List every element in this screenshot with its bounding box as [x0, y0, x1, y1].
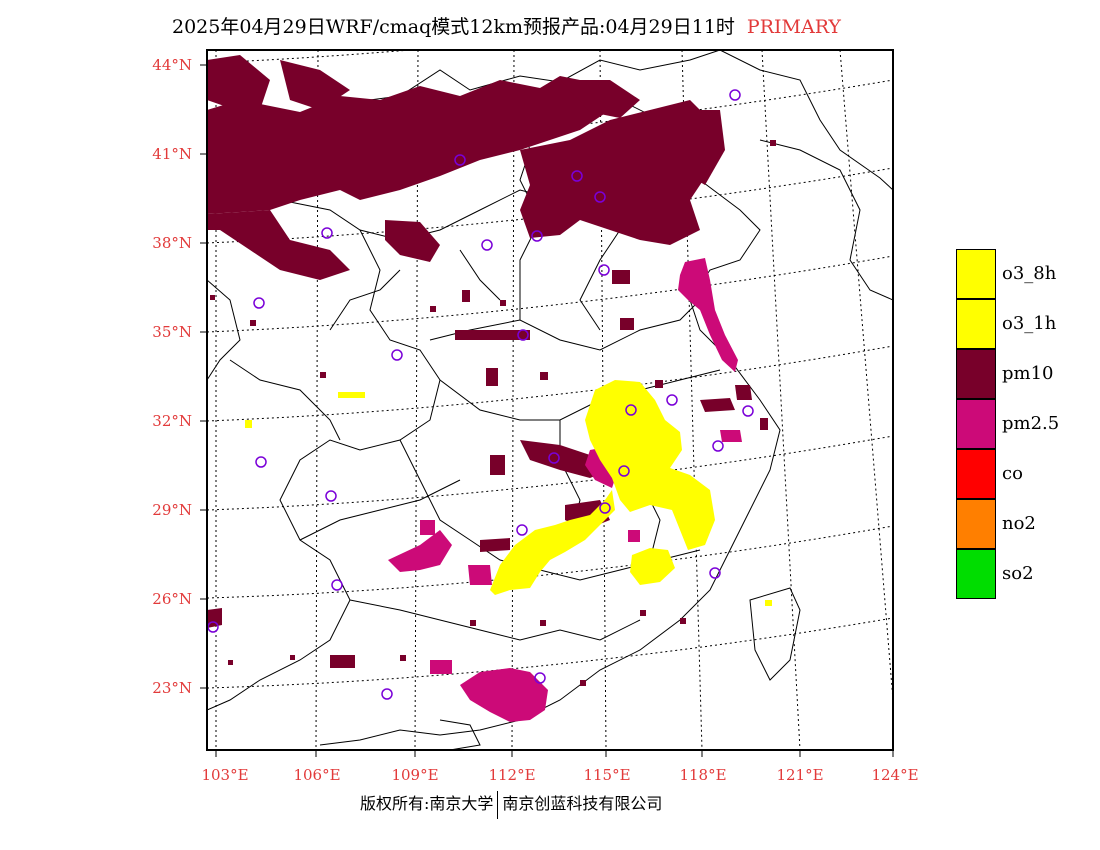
- o3-regions: [245, 380, 772, 606]
- legend-label: co: [1002, 463, 1023, 484]
- legend-item-pm10: pm10: [956, 349, 1100, 399]
- lon-label: 103°E: [201, 766, 249, 784]
- lat-label: 29°N: [152, 501, 192, 519]
- lon-label: 109°E: [391, 766, 439, 784]
- legend-label: no2: [1002, 513, 1036, 534]
- legend-item-co: co: [956, 449, 1100, 499]
- legend-item-o3-1h: o3_1h: [956, 299, 1100, 349]
- copyright-right: 南京创蓝科技有限公司: [502, 794, 663, 813]
- title-product: PRIMARY: [746, 16, 841, 38]
- axis-ticks: [200, 64, 894, 757]
- lat-label: 23°N: [152, 679, 192, 697]
- legend-label: o3_1h: [1002, 313, 1057, 334]
- station-markers: [207, 89, 754, 700]
- footer-separator: [497, 790, 499, 819]
- legend-swatch: [956, 249, 996, 299]
- lon-label: 124°E: [871, 766, 919, 784]
- lat-label: 38°N: [152, 234, 192, 252]
- map-frame: [206, 49, 894, 751]
- lat-label: 35°N: [152, 323, 192, 341]
- lon-label: 121°E: [776, 766, 824, 784]
- lon-label: 115°E: [583, 766, 631, 784]
- lat-label: 32°N: [152, 412, 192, 430]
- copyright-footer: 版权所有:南京大学 南京创蓝科技有限公司: [360, 790, 662, 819]
- legend-item-no2: no2: [956, 499, 1100, 549]
- legend-swatch: [956, 449, 996, 499]
- lat-label: 26°N: [152, 590, 192, 608]
- legend-label: pm10: [1002, 363, 1054, 384]
- legend-item-pm25: pm2.5: [956, 399, 1100, 449]
- legend-swatch: [956, 549, 996, 599]
- lat-label: 44°N: [152, 56, 192, 74]
- lon-label: 112°E: [488, 766, 536, 784]
- legend-swatch: [956, 299, 996, 349]
- legend-label: pm2.5: [1002, 413, 1060, 434]
- title-main: 2025年04月29日WRF/cmaq模式12km预报产品:04月29日11时: [172, 16, 735, 38]
- legend-swatch: [956, 499, 996, 549]
- copyright-left: 版权所有:南京大学: [360, 794, 494, 813]
- legend-swatch: [956, 399, 996, 449]
- map-title: 2025年04月29日WRF/cmaq模式12km预报产品:04月29日11时 P…: [172, 12, 841, 39]
- legend-label: o3_8h: [1002, 263, 1057, 284]
- pm25-regions: [388, 258, 742, 722]
- legend-swatch: [956, 349, 996, 399]
- lat-label: 41°N: [152, 145, 192, 163]
- legend-label: so2: [1002, 563, 1034, 584]
- lon-label: 118°E: [679, 766, 727, 784]
- lon-label: 106°E: [293, 766, 341, 784]
- legend-item-o3-8h: o3_8h: [956, 249, 1100, 299]
- legend-item-so2: so2: [956, 549, 1100, 599]
- scattered-pixels: [210, 140, 776, 686]
- map-area: [207, 50, 893, 750]
